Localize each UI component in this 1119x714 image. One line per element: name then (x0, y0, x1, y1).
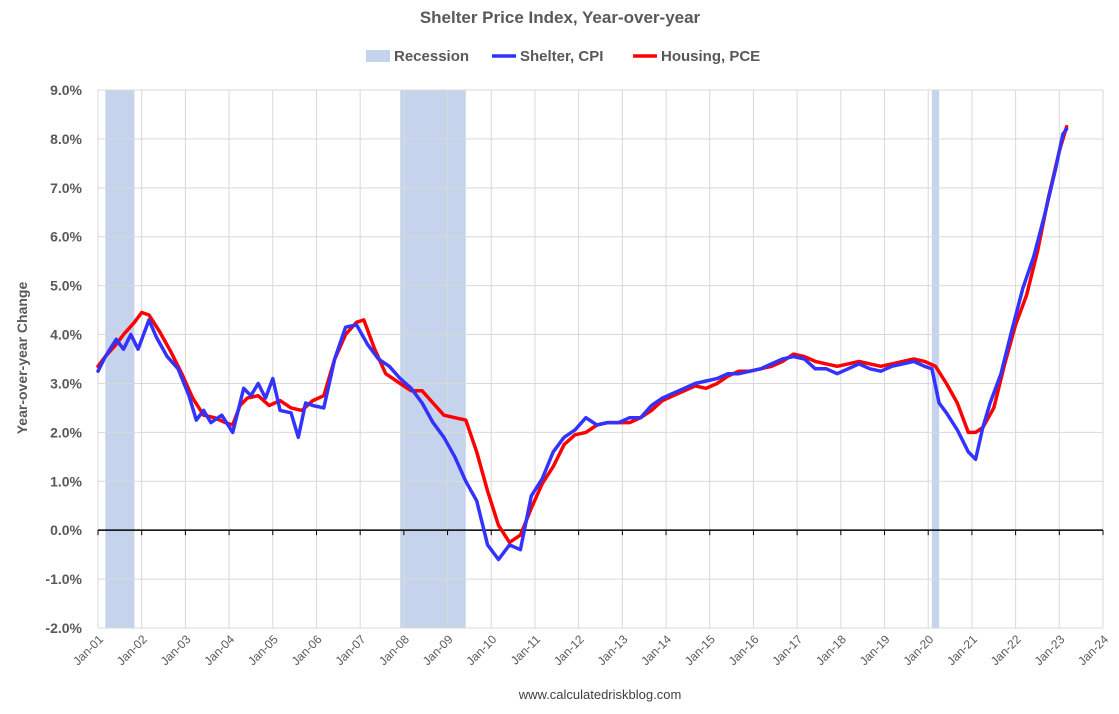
grid-lines (97, 89, 1104, 629)
x-tick-label: Jan-20 (900, 632, 936, 668)
legend-swatch-recession (366, 50, 390, 62)
y-tick-label: 1.0% (50, 473, 82, 489)
legend-label: Shelter, CPI (520, 48, 603, 65)
x-tick-label: Jan-17 (769, 632, 805, 668)
x-tick-label: Jan-03 (158, 632, 194, 668)
y-tick-label: 5.0% (50, 278, 82, 294)
y-tick-label: 2.0% (50, 424, 82, 440)
y-tick-label: 7.0% (50, 180, 82, 196)
y-tick-label: 0.0% (50, 522, 82, 538)
x-tick-label: Jan-24 (1075, 632, 1111, 668)
x-tick-label: Jan-04 (201, 632, 237, 668)
x-tick-label: Jan-16 (726, 632, 762, 668)
x-tick-label: Jan-10 (464, 632, 500, 668)
y-tick-label: -1.0% (45, 571, 82, 587)
x-tick-label: Jan-21 (944, 632, 980, 668)
y-tick-label: -2.0% (45, 620, 82, 636)
x-tick-label: Jan-02 (114, 632, 150, 668)
series-line-shelter-cpi (96, 127, 1069, 562)
x-tick-label: Jan-18 (813, 632, 849, 668)
x-tick-label: Jan-22 (988, 632, 1024, 668)
series-lines (96, 124, 1069, 562)
x-tick-label: Jan-13 (595, 632, 631, 668)
y-tick-label: 3.0% (50, 375, 82, 391)
x-tick-label: Jan-19 (857, 632, 893, 668)
recession-bands (105, 90, 940, 628)
x-tick-label: Jan-07 (332, 632, 368, 668)
x-tick-label: Jan-15 (682, 632, 718, 668)
x-tick-label: Jan-08 (376, 632, 412, 668)
footer-source: www.calculatedriskblog.com (518, 687, 682, 702)
chart-title: Shelter Price Index, Year-over-year (420, 8, 701, 27)
recession-band-2 (400, 90, 466, 628)
recession-band-1 (105, 90, 135, 628)
x-tick-label: Jan-09 (420, 632, 456, 668)
legend-label: Housing, PCE (661, 48, 760, 65)
y-axis-label: Year-over-year Change (14, 282, 30, 435)
x-tick-label: Jan-23 (1032, 632, 1068, 668)
series-line-housing-pce (96, 124, 1069, 545)
y-tick-label: 9.0% (50, 82, 82, 98)
x-tick-label: Jan-01 (70, 632, 106, 668)
legend: Recession Shelter, CPI Housing, PCE (366, 48, 760, 65)
x-tick-label: Jan-11 (508, 632, 543, 667)
legend-label: Recession (394, 48, 469, 65)
y-tick-label: 6.0% (50, 229, 82, 245)
x-tick-label: Jan-05 (245, 632, 281, 668)
y-tick-label: 8.0% (50, 131, 82, 147)
x-tick-label: Jan-14 (638, 632, 674, 668)
y-tick-label: 4.0% (50, 327, 82, 343)
x-tick-label: Jan-06 (289, 632, 325, 668)
recession-band-3 (931, 90, 940, 628)
x-tick-label: Jan-12 (551, 632, 587, 668)
